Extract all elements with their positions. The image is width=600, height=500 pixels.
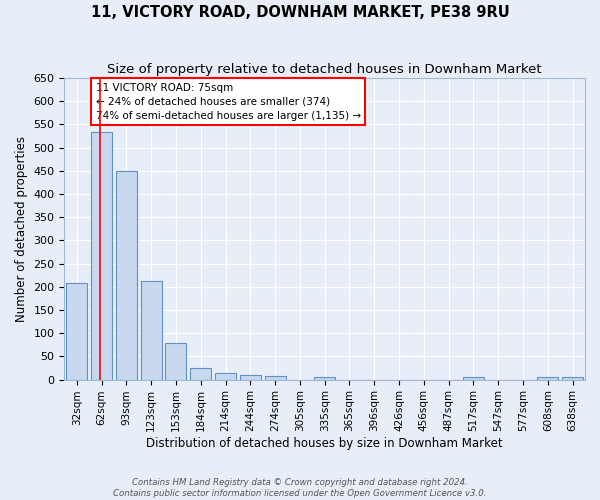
- Bar: [265, 376, 286, 380]
- Bar: [537, 378, 559, 380]
- Bar: [140, 281, 162, 380]
- Text: Contains HM Land Registry data © Crown copyright and database right 2024.
Contai: Contains HM Land Registry data © Crown c…: [113, 478, 487, 498]
- Bar: [463, 378, 484, 380]
- Bar: [240, 375, 261, 380]
- Text: 11, VICTORY ROAD, DOWNHAM MARKET, PE38 9RU: 11, VICTORY ROAD, DOWNHAM MARKET, PE38 9…: [91, 5, 509, 20]
- Title: Size of property relative to detached houses in Downham Market: Size of property relative to detached ho…: [107, 62, 542, 76]
- Y-axis label: Number of detached properties: Number of detached properties: [15, 136, 28, 322]
- Bar: [116, 171, 137, 380]
- Bar: [166, 344, 187, 380]
- Bar: [66, 283, 88, 380]
- Bar: [215, 372, 236, 380]
- Text: 11 VICTORY ROAD: 75sqm
← 24% of detached houses are smaller (374)
74% of semi-de: 11 VICTORY ROAD: 75sqm ← 24% of detached…: [95, 82, 361, 120]
- Bar: [562, 378, 583, 380]
- Bar: [190, 368, 211, 380]
- Bar: [91, 132, 112, 380]
- X-axis label: Distribution of detached houses by size in Downham Market: Distribution of detached houses by size …: [146, 437, 503, 450]
- Bar: [314, 377, 335, 380]
